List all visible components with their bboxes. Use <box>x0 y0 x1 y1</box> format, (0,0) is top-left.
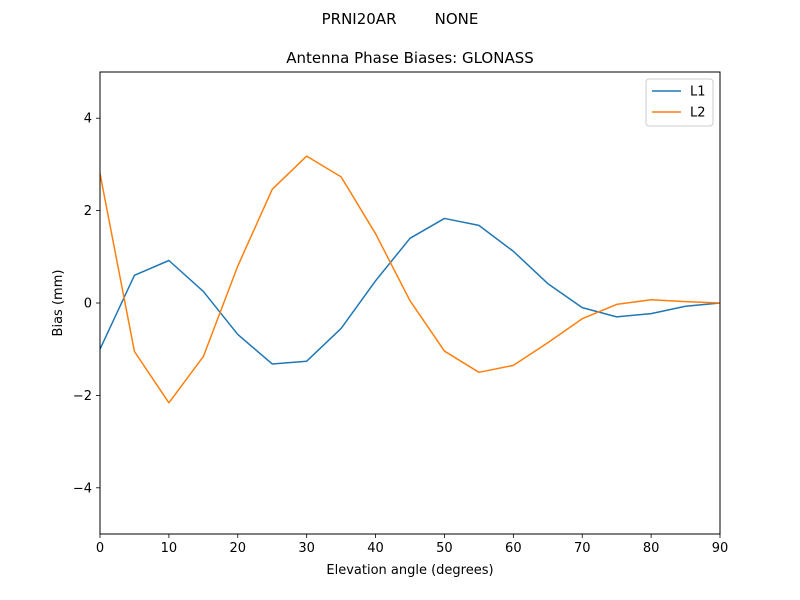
x-tick-label: 10 <box>161 541 178 556</box>
y-tick-label: 0 <box>84 297 92 312</box>
series-layer <box>99 155 721 404</box>
x-tick-label: 70 <box>574 541 591 556</box>
chart-title: Antenna Phase Biases: GLONASS <box>286 49 534 67</box>
x-tick-label: 30 <box>298 541 315 556</box>
x-tick-label: 90 <box>712 541 729 556</box>
y-axis-label: Bias (mm) <box>51 270 66 337</box>
y-tick-label: −2 <box>73 389 92 404</box>
series-line-l2 <box>99 155 721 404</box>
figure-suptitle: PRNI20AR NONE <box>322 10 479 28</box>
x-axis: 0 10 20 30 40 50 60 70 80 90 <box>96 534 728 556</box>
plot-area <box>99 71 721 535</box>
y-tick-label: 4 <box>84 112 92 127</box>
y-axis: −4 −2 0 2 4 <box>73 112 100 496</box>
series-line-l1 <box>99 217 721 365</box>
x-tick-label: 50 <box>436 541 453 556</box>
y-tick-label: −4 <box>73 481 92 496</box>
legend-label-l1: L1 <box>690 85 706 100</box>
x-tick-label: 60 <box>505 541 522 556</box>
x-tick-label: 80 <box>643 541 660 556</box>
legend-label-l2: L2 <box>690 106 706 121</box>
x-tick-label: 0 <box>96 541 104 556</box>
x-tick-label: 40 <box>367 541 384 556</box>
y-tick-label: 2 <box>84 204 92 219</box>
x-axis-label: Elevation angle (degrees) <box>326 563 493 578</box>
x-tick-label: 20 <box>230 541 247 556</box>
plot-background <box>100 72 720 534</box>
